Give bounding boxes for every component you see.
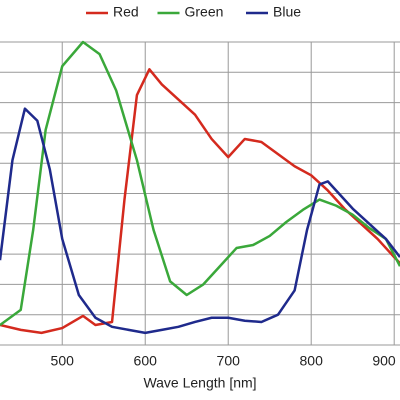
legend-label: Blue <box>273 4 301 20</box>
series-line <box>0 40 400 327</box>
plot-area <box>0 40 400 335</box>
x-tick-label: 900 <box>372 353 396 369</box>
x-tick-label: 600 <box>134 353 158 369</box>
x-tick-label: 700 <box>217 353 241 369</box>
x-axis-label: Wave Length [nm] <box>143 375 256 391</box>
x-tick-label: 800 <box>300 353 324 369</box>
x-tick-label: 500 <box>51 353 75 369</box>
series-line <box>0 107 400 335</box>
series-line <box>0 68 400 335</box>
legend-label: Red <box>113 4 139 20</box>
legend-label: Green <box>185 4 224 20</box>
